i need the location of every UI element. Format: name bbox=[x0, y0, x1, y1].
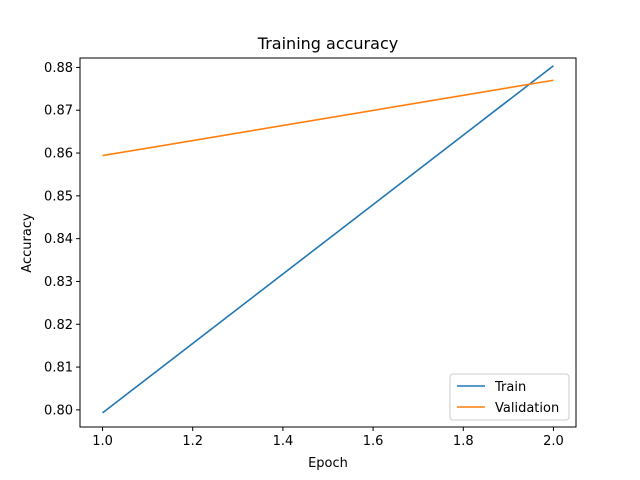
x-tick-label: 2.0 bbox=[543, 434, 564, 449]
x-tick-label: 1.4 bbox=[273, 434, 294, 449]
x-tick-label: 1.2 bbox=[182, 434, 203, 449]
x-tick-label: 1.8 bbox=[453, 434, 474, 449]
legend: Train Validation bbox=[449, 373, 570, 421]
y-tick-label: 0.84 bbox=[44, 232, 73, 247]
y-axis-ticks: 0.80 0.81 0.82 0.83 0.84 0.85 0.86 0.87 0.88 bbox=[44, 61, 80, 418]
series-line-validation bbox=[102, 79, 554, 157]
x-axis-ticks: 1.0 1.2 1.4 1.6 1.8 2.0 bbox=[92, 427, 564, 449]
chart-title: Training accuracy bbox=[257, 34, 398, 53]
legend-label-train: Train bbox=[494, 380, 526, 395]
axes-frame bbox=[79, 57, 577, 428]
legend-label-validation: Validation bbox=[495, 401, 559, 416]
x-tick-label: 1.6 bbox=[363, 434, 384, 449]
y-tick-label: 0.88 bbox=[44, 61, 73, 76]
y-tick-label: 0.81 bbox=[44, 361, 73, 376]
y-tick-label: 0.82 bbox=[44, 318, 73, 333]
x-tick-label: 1.0 bbox=[92, 434, 113, 449]
x-axis-label: Epoch bbox=[308, 456, 348, 471]
y-tick-label: 0.83 bbox=[44, 275, 73, 290]
series-layer bbox=[102, 65, 554, 414]
y-axis-label: Accuracy bbox=[20, 213, 35, 273]
y-tick-label: 0.86 bbox=[44, 147, 73, 162]
y-tick-label: 0.87 bbox=[44, 104, 73, 119]
y-tick-label: 0.85 bbox=[44, 189, 73, 204]
series-line-train bbox=[102, 65, 554, 414]
y-tick-label: 0.80 bbox=[44, 403, 73, 418]
